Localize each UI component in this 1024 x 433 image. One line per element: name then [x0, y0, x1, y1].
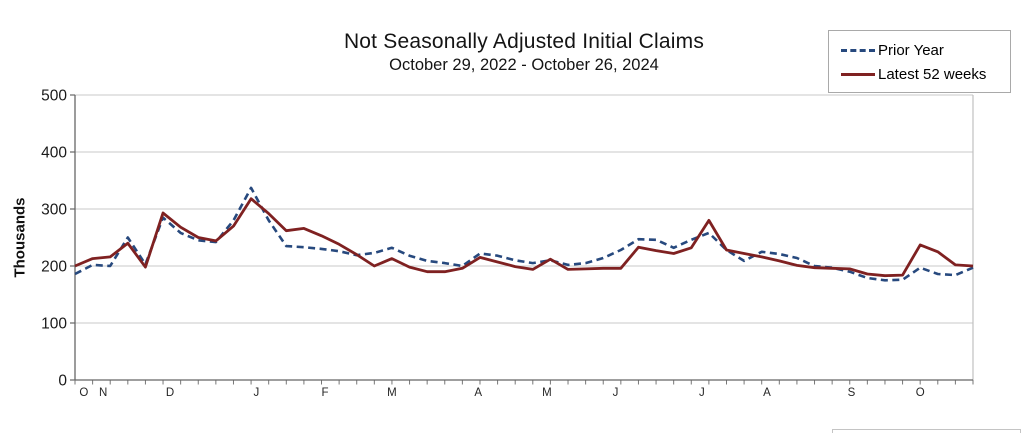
chart-title: Not Seasonally Adjusted Initial Claims: [343, 30, 705, 53]
x-tick-label: O: [916, 387, 925, 399]
prior-year-line-sample: [841, 48, 875, 52]
x-tick-label: O: [79, 387, 88, 399]
series-line-latest-52-weeks: [74, 197, 974, 278]
x-tick-label: M: [387, 387, 397, 399]
x-tick-label: D: [166, 387, 174, 399]
x-tick-label: M: [542, 387, 552, 399]
series-line-prior-year: [74, 186, 974, 282]
x-tick-label: J: [613, 387, 619, 399]
cropped-table-edge: [832, 429, 1021, 433]
legend: Prior Year Latest 52 weeks: [828, 30, 1011, 93]
legend-label-prior-year: Prior Year: [878, 41, 944, 59]
x-tick-label: A: [763, 387, 771, 399]
legend-item-latest-52-weeks: Latest 52 weeks: [841, 63, 1010, 85]
y-tick-label: 200: [41, 259, 67, 276]
x-tick-label: S: [848, 387, 856, 399]
x-tick-label: J: [699, 387, 705, 399]
y-tick-label: 300: [41, 202, 67, 219]
legend-label-latest-52-weeks: Latest 52 weeks: [878, 65, 987, 83]
legend-item-prior-year: Prior Year: [841, 39, 1010, 61]
latest-52-weeks-line-sample: [841, 72, 875, 76]
x-tick-label: N: [99, 387, 107, 399]
x-tick-label: A: [474, 387, 482, 399]
y-tick-label: 100: [41, 316, 67, 333]
y-tick-label: 0: [58, 373, 67, 390]
x-tick-label: J: [253, 387, 259, 399]
chart-subtitle: October 29, 2022 - October 26, 2024: [389, 56, 659, 74]
y-tick-label: 500: [41, 88, 67, 105]
x-tick-label: F: [322, 387, 329, 399]
y-tick-label: 400: [41, 145, 67, 162]
